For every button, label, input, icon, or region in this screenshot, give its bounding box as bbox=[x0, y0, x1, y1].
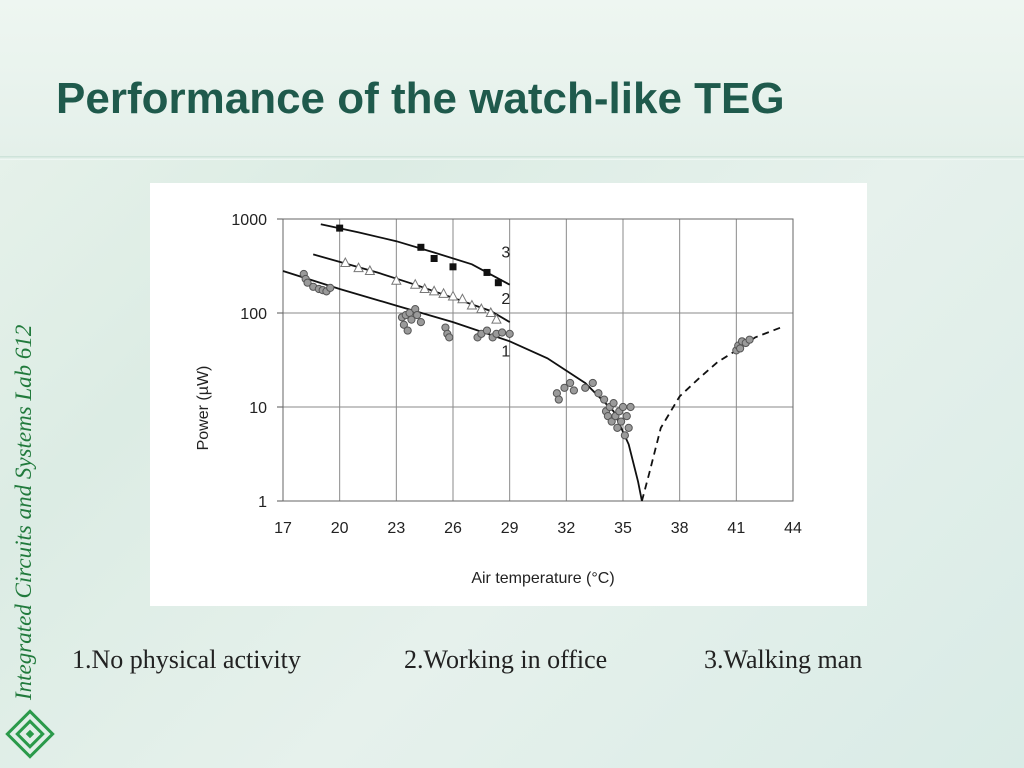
point-series-1 bbox=[624, 423, 633, 432]
point-series-1 bbox=[407, 315, 416, 324]
point-series-2 bbox=[491, 313, 502, 324]
point-series-2 bbox=[340, 256, 351, 268]
y-tick-label: 1000 bbox=[231, 212, 267, 229]
point-series-1 bbox=[498, 328, 507, 337]
series-label-3: 3 bbox=[501, 245, 510, 262]
point-series-2 bbox=[419, 282, 430, 294]
data-points bbox=[299, 224, 754, 440]
point-series-1 bbox=[445, 333, 454, 342]
point-series-1 bbox=[613, 423, 622, 432]
point-series-1 bbox=[588, 378, 597, 388]
x-tick-label: 20 bbox=[331, 520, 349, 537]
y-tick-label: 10 bbox=[249, 400, 267, 417]
point-series-1 bbox=[505, 329, 514, 338]
x-tick-label: 44 bbox=[784, 520, 802, 537]
point-series-3 bbox=[449, 263, 457, 271]
point-series-1 bbox=[607, 417, 616, 426]
point-series-1 bbox=[618, 402, 628, 412]
point-series-1 bbox=[569, 386, 578, 395]
title-divider bbox=[0, 156, 1024, 160]
point-series-2 bbox=[476, 303, 487, 314]
series-annotations: 3 2 1 bbox=[501, 245, 510, 361]
point-series-3 bbox=[417, 243, 425, 251]
series-label-2: 2 bbox=[501, 291, 510, 308]
caption-no-activity: 1.No physical activity bbox=[72, 645, 301, 674]
fit-line-series-1 bbox=[282, 270, 643, 502]
point-series-1 bbox=[617, 417, 626, 426]
point-series-1 bbox=[303, 278, 312, 287]
point-series-2 bbox=[409, 278, 421, 289]
point-series-2 bbox=[485, 306, 497, 317]
point-series-2 bbox=[391, 274, 402, 285]
point-series-1 bbox=[620, 431, 629, 440]
x-tick-label: 26 bbox=[444, 520, 462, 537]
point-series-2 bbox=[428, 285, 440, 296]
point-series-2 bbox=[466, 299, 478, 310]
point-series-1 bbox=[609, 399, 618, 408]
caption-walking: 3.Walking man bbox=[704, 645, 863, 674]
fit-line-series-3 bbox=[320, 223, 511, 286]
title-band bbox=[0, 0, 1024, 158]
point-series-3 bbox=[483, 268, 491, 276]
point-series-1 bbox=[403, 326, 412, 335]
x-axis-label: Air temperature (°C) bbox=[471, 570, 614, 587]
y-axis-label: Power (µW) bbox=[195, 366, 212, 451]
point-series-1 bbox=[566, 378, 575, 388]
lab-logo-icon bbox=[5, 709, 55, 759]
point-series-2 bbox=[364, 264, 376, 275]
point-series-1 bbox=[326, 283, 335, 292]
grid bbox=[277, 218, 794, 502]
point-series-2 bbox=[438, 287, 449, 298]
point-series-1 bbox=[581, 383, 590, 392]
point-series-1 bbox=[416, 318, 425, 327]
x-tick-label: 29 bbox=[501, 520, 519, 537]
x-tick-label: 38 bbox=[671, 520, 689, 537]
point-series-1 bbox=[482, 326, 492, 335]
x-tick-label: 32 bbox=[557, 520, 575, 537]
point-series-2 bbox=[353, 262, 364, 273]
point-series-1 bbox=[622, 412, 631, 421]
point-series-1 bbox=[399, 320, 408, 329]
y-tick-label: 1 bbox=[258, 494, 267, 511]
series-label-1: 1 bbox=[501, 343, 510, 360]
y-tick-label: 100 bbox=[240, 306, 267, 323]
point-series-3 bbox=[336, 224, 344, 232]
point-series-1 bbox=[413, 310, 422, 320]
point-series-1 bbox=[626, 402, 635, 412]
point-series-1 bbox=[560, 383, 569, 392]
x-tick-label: 41 bbox=[727, 520, 745, 537]
point-series-1 bbox=[745, 335, 754, 344]
fit-line-series-1 bbox=[641, 325, 784, 502]
plot-frame bbox=[282, 218, 794, 502]
x-tick-label: 23 bbox=[387, 520, 405, 537]
caption-office: 2.Working in office bbox=[404, 645, 608, 674]
point-series-3 bbox=[430, 255, 438, 263]
point-series-1 bbox=[736, 344, 745, 353]
point-series-1 bbox=[594, 389, 603, 398]
point-series-2 bbox=[447, 290, 459, 301]
lab-name-label: Integrated Circuits and Systems Lab 612 bbox=[11, 324, 36, 700]
point-series-3 bbox=[494, 279, 502, 287]
point-series-1 bbox=[554, 395, 563, 404]
x-tick-label: 17 bbox=[274, 520, 292, 537]
point-series-1 bbox=[600, 395, 609, 404]
x-tick-label: 35 bbox=[614, 520, 632, 537]
point-series-2 bbox=[457, 293, 468, 304]
slide-title: Performance of the watch-like TEG bbox=[56, 74, 785, 123]
